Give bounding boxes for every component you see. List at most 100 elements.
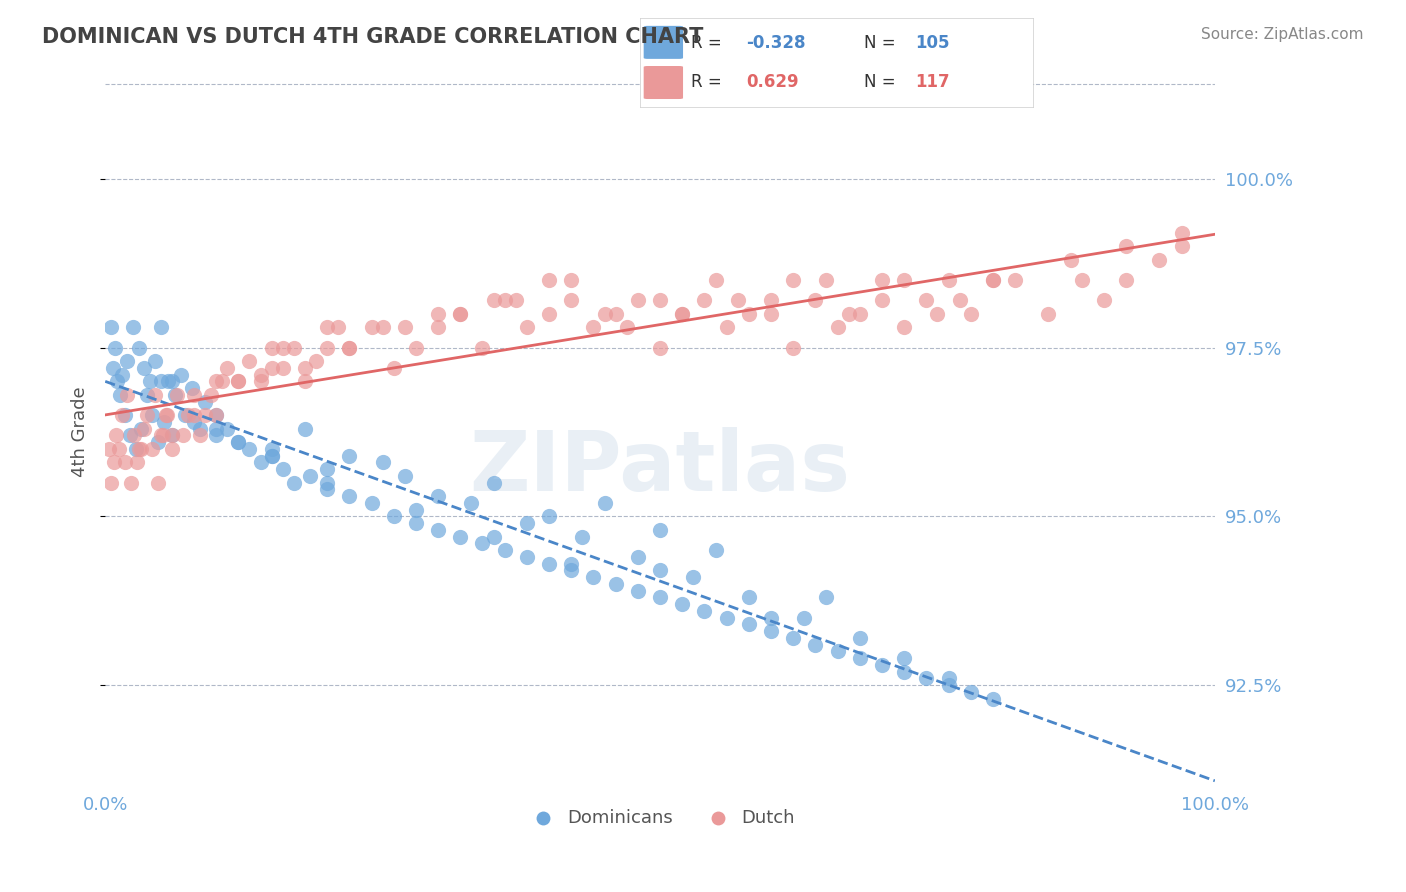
Point bbox=[111, 408, 134, 422]
Point bbox=[538, 557, 561, 571]
Point bbox=[959, 307, 981, 321]
Point bbox=[759, 307, 782, 321]
Point bbox=[211, 374, 233, 388]
Point bbox=[114, 408, 136, 422]
Point bbox=[316, 483, 339, 497]
Point bbox=[505, 293, 527, 308]
Point bbox=[582, 320, 605, 334]
Point bbox=[217, 421, 239, 435]
Point bbox=[870, 293, 893, 308]
Point bbox=[128, 442, 150, 456]
Point bbox=[125, 442, 148, 456]
Text: -0.328: -0.328 bbox=[747, 34, 806, 52]
Point bbox=[893, 665, 915, 679]
Point bbox=[122, 428, 145, 442]
Point bbox=[271, 360, 294, 375]
Point bbox=[160, 374, 183, 388]
Legend: Dominicans, Dutch: Dominicans, Dutch bbox=[519, 802, 801, 834]
Point bbox=[405, 502, 427, 516]
Point bbox=[249, 368, 271, 382]
Point bbox=[238, 354, 260, 368]
Point bbox=[205, 428, 228, 442]
Point bbox=[560, 273, 582, 287]
Point bbox=[260, 449, 283, 463]
Point bbox=[160, 428, 183, 442]
Point bbox=[1070, 273, 1092, 287]
Point bbox=[174, 408, 197, 422]
Point bbox=[648, 591, 671, 605]
Point bbox=[228, 435, 250, 450]
Point bbox=[132, 421, 155, 435]
Point bbox=[849, 651, 872, 665]
Y-axis label: 4th Grade: 4th Grade bbox=[72, 386, 89, 477]
Point bbox=[482, 293, 505, 308]
Point bbox=[156, 408, 179, 422]
Point bbox=[815, 591, 838, 605]
Point bbox=[915, 672, 938, 686]
Point bbox=[870, 273, 893, 287]
Point bbox=[107, 442, 129, 456]
Point bbox=[172, 428, 194, 442]
Point bbox=[427, 320, 450, 334]
Point bbox=[148, 435, 170, 450]
Point bbox=[1004, 273, 1026, 287]
Point bbox=[180, 381, 202, 395]
Point bbox=[228, 374, 250, 388]
Point bbox=[328, 320, 350, 334]
Point bbox=[671, 597, 693, 611]
Point bbox=[316, 341, 339, 355]
Point bbox=[827, 644, 849, 658]
Point bbox=[188, 421, 211, 435]
Point bbox=[271, 341, 294, 355]
Point bbox=[949, 293, 972, 308]
Point bbox=[648, 523, 671, 537]
Point bbox=[129, 421, 152, 435]
Point bbox=[152, 428, 174, 442]
Point bbox=[1170, 226, 1192, 240]
Point bbox=[200, 388, 222, 402]
Point bbox=[1115, 273, 1137, 287]
Point bbox=[105, 428, 128, 442]
Point bbox=[101, 360, 124, 375]
Point bbox=[217, 360, 239, 375]
Point bbox=[538, 273, 561, 287]
Point bbox=[849, 631, 872, 645]
Point bbox=[838, 307, 860, 321]
Point bbox=[704, 273, 727, 287]
Point bbox=[394, 320, 416, 334]
Point bbox=[188, 428, 211, 442]
Point bbox=[516, 320, 538, 334]
Point bbox=[100, 320, 122, 334]
Point bbox=[166, 388, 188, 402]
Point bbox=[283, 475, 305, 490]
Point bbox=[294, 360, 316, 375]
Point bbox=[471, 536, 494, 550]
Text: Source: ZipAtlas.com: Source: ZipAtlas.com bbox=[1201, 27, 1364, 42]
Point bbox=[118, 428, 141, 442]
Point bbox=[205, 408, 228, 422]
Point bbox=[97, 442, 120, 456]
Point bbox=[538, 307, 561, 321]
Point bbox=[981, 273, 1004, 287]
Point bbox=[238, 442, 260, 456]
Point bbox=[138, 374, 160, 388]
Point bbox=[205, 408, 228, 422]
Point bbox=[427, 523, 450, 537]
Point bbox=[482, 475, 505, 490]
Point bbox=[108, 388, 131, 402]
Point bbox=[371, 320, 394, 334]
Point bbox=[394, 468, 416, 483]
Point bbox=[716, 320, 738, 334]
Point bbox=[1115, 239, 1137, 253]
Point bbox=[149, 320, 172, 334]
Point bbox=[382, 509, 405, 524]
Point bbox=[693, 604, 716, 618]
Point bbox=[260, 442, 283, 456]
Point bbox=[738, 591, 761, 605]
Point bbox=[927, 307, 949, 321]
Point bbox=[938, 273, 960, 287]
Point bbox=[316, 320, 339, 334]
Point bbox=[759, 293, 782, 308]
FancyBboxPatch shape bbox=[644, 66, 683, 99]
Point bbox=[494, 293, 516, 308]
